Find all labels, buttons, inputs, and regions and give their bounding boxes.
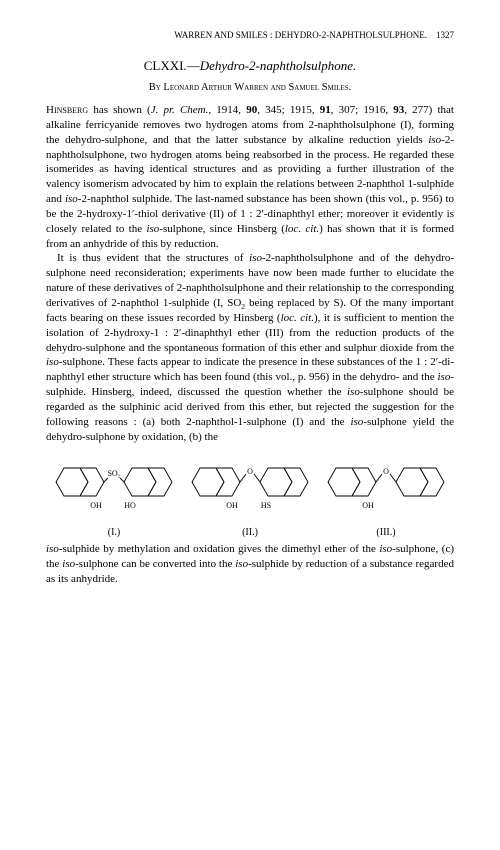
- fig1-label: (I.): [50, 527, 178, 538]
- structure-1: SO₂ OH HO (I.): [50, 452, 178, 538]
- byline-prefix: By: [149, 82, 164, 93]
- fig1-left-sub: OH: [90, 501, 102, 510]
- structure-2: O OH HS (II.): [186, 452, 314, 538]
- fig2-right-sub: HS: [261, 501, 271, 510]
- fig1-right-sub: HO: [124, 501, 136, 510]
- structure-3-svg: O OH: [322, 452, 450, 520]
- fig3-label: (III.): [322, 527, 450, 538]
- fig2-left-sub: OH: [226, 501, 238, 510]
- paragraph-1: Hinsberg has shown (J. pr. Chem., 1914, …: [46, 103, 454, 251]
- fig2-label: (II.): [186, 527, 314, 538]
- title-name: Dehydro-2-naphtholsulphone.: [200, 58, 357, 73]
- paragraph-3: iso-sulphide by methylation and oxidatio…: [46, 542, 454, 587]
- byline-and: and: [268, 82, 288, 93]
- article-title: CLXXI.—Dehydro-2-naphtholsulphone.: [46, 58, 454, 74]
- paragraph-2: It is thus evident that the structures o…: [46, 251, 454, 444]
- header-title: DEHYDRO-2-NAPHTHOLSULPHONE.: [275, 30, 427, 40]
- structure-2-svg: O OH HS: [186, 452, 314, 520]
- fig3-bridge: O: [383, 467, 389, 476]
- structure-1-svg: SO₂ OH HO: [50, 452, 178, 520]
- author2-last: Smiles.: [322, 82, 351, 93]
- p2-text: It is thus evident that the structures o…: [46, 252, 454, 442]
- byline: By Leonard Arthur Warren and Samuel Smil…: [46, 82, 454, 93]
- structure-3: O OH (III.): [322, 452, 450, 538]
- header-authors: WARREN AND SMILES :: [174, 30, 272, 40]
- page: WARREN AND SMILES : DEHYDRO-2-NAPHTHOLSU…: [0, 0, 500, 607]
- fig3-left-sub: OH: [362, 501, 374, 510]
- author1-last: Warren: [234, 82, 268, 93]
- p1-lead: Hinsberg: [46, 104, 88, 116]
- author2-first: Samuel: [288, 82, 319, 93]
- title-number: CLXXI.—: [144, 58, 200, 73]
- author1-first: Leonard Arthur: [163, 82, 232, 93]
- p1-rest: has shown (J. pr. Chem., 1914, 90, 345; …: [46, 104, 454, 250]
- running-header: WARREN AND SMILES : DEHYDRO-2-NAPHTHOLSU…: [46, 30, 454, 40]
- p3-text: iso-sulphide by methylation and oxidatio…: [46, 543, 454, 585]
- fig2-bridge: O: [247, 467, 253, 476]
- fig1-bridge: SO₂: [107, 469, 120, 478]
- page-number: 1327: [436, 30, 454, 40]
- chemical-structures-row: SO₂ OH HO (I.) O OH HS (II.): [46, 452, 454, 538]
